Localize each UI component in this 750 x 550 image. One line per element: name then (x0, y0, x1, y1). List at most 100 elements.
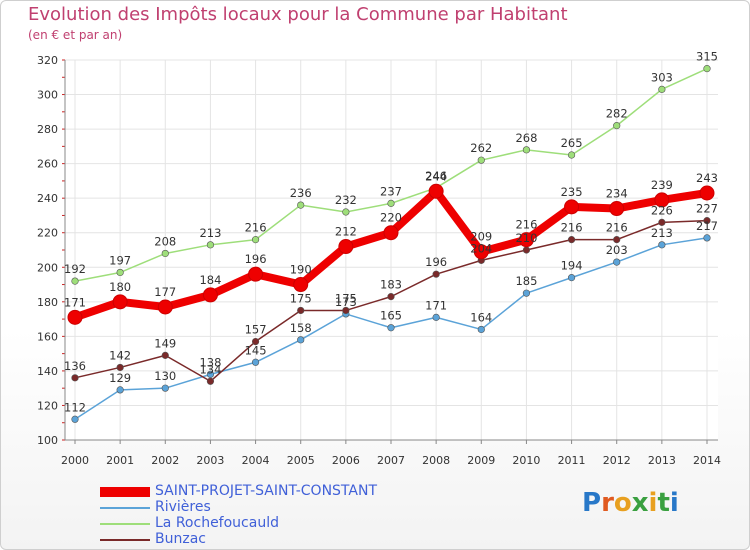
data-point-bunzac (522, 246, 531, 254)
data-label: 209 (470, 230, 492, 244)
axes (62, 59, 718, 444)
data-label: 164 (470, 310, 492, 324)
y-tick-label: 140 (37, 365, 58, 378)
data-point-la-rochefoucauld (116, 268, 124, 277)
legend-swatch (100, 539, 150, 541)
data-point-saint-projet-saint-constant (293, 277, 309, 293)
x-tick-label: 2004 (242, 454, 270, 467)
data-point-la-rochefoucauld (251, 236, 260, 244)
data-label: 246 (425, 169, 447, 183)
data-point-rivieres (477, 325, 485, 334)
data-labels: 192 197 208 213 216 236 232 237 246 262 268 265 282 3… (64, 50, 718, 415)
x-tick-label: 2013 (648, 454, 676, 467)
data-point-la-rochefoucauld (567, 151, 576, 159)
data-label: 129 (109, 371, 131, 385)
data-label: 216 (561, 221, 583, 235)
data-label: 216 (606, 221, 628, 235)
y-tick-label: 120 (37, 399, 58, 412)
data-label: 216 (245, 221, 267, 235)
grid (65, 59, 718, 441)
data-point-saint-projet-saint-constant (654, 192, 670, 208)
data-point-rivieres (71, 415, 79, 423)
data-label: 268 (515, 131, 537, 145)
data-point-bunzac (297, 306, 305, 315)
data-point-bunzac (387, 293, 395, 301)
data-point-saint-projet-saint-constant (428, 183, 444, 199)
data-label: 184 (199, 273, 221, 287)
data-point-la-rochefoucauld (71, 277, 79, 285)
data-label: 217 (696, 219, 718, 233)
legend-label: La Rochefoucauld (155, 515, 279, 531)
data-label: 243 (696, 171, 718, 185)
y-tick-label: 100 (37, 434, 58, 447)
data-point-saint-projet-saint-constant (338, 239, 354, 255)
x-tick-label: 2000 (61, 454, 89, 467)
chart-subtitle: (en € et par an) (28, 28, 123, 42)
data-label: 204 (470, 241, 492, 255)
data-point-rivieres (522, 289, 531, 297)
data-label: 282 (606, 107, 628, 121)
data-label: 171 (425, 298, 447, 312)
logo-letter: t (657, 488, 670, 518)
data-label: 183 (380, 278, 402, 292)
data-label: 142 (109, 348, 131, 362)
data-label: 237 (380, 184, 402, 198)
data-point-bunzac (613, 236, 621, 244)
data-point-rivieres (251, 358, 260, 366)
data-label: 138 (199, 355, 221, 369)
data-point-la-rochefoucauld (342, 208, 350, 216)
x-tick-label: 2001 (106, 454, 134, 467)
data-label: 171 (64, 295, 86, 309)
data-label: 265 (561, 136, 583, 150)
data-point-la-rochefoucauld (387, 199, 395, 207)
x-tick-label: 2009 (467, 454, 495, 467)
data-label: 203 (606, 243, 628, 257)
data-point-saint-projet-saint-constant (157, 299, 173, 315)
data-point-la-rochefoucauld (161, 249, 169, 258)
data-point-saint-projet-saint-constant (67, 309, 83, 325)
data-label: 213 (651, 226, 673, 240)
data-label: 234 (606, 187, 628, 201)
logo-letter: r (601, 488, 614, 518)
logo-letter: x (631, 488, 649, 518)
data-label: 175 (335, 291, 357, 305)
data-point-bunzac (161, 351, 169, 359)
data-point-bunzac (71, 374, 79, 382)
data-label: 213 (199, 226, 221, 240)
data-point-bunzac (567, 236, 576, 244)
x-tick-label: 2006 (332, 454, 360, 467)
data-label: 197 (109, 253, 131, 267)
data-label: 236 (290, 186, 312, 200)
logo-letter: P (582, 488, 602, 518)
data-point-bunzac (251, 337, 260, 346)
data-label: 235 (561, 185, 583, 199)
data-point-saint-projet-saint-constant (248, 266, 264, 282)
data-label: 157 (245, 323, 267, 337)
x-tick-label: 2005 (287, 454, 315, 467)
data-label: 134 (199, 362, 221, 376)
y-tick-label: 320 (37, 54, 58, 67)
data-point-saint-projet-saint-constant (112, 294, 128, 310)
data-label: 315 (696, 50, 718, 64)
data-point-saint-projet-saint-constant (699, 185, 715, 201)
proxiti-logo[interactable]: Proxiti (582, 488, 679, 518)
data-point-la-rochefoucauld (613, 122, 621, 130)
data-label: 210 (515, 231, 537, 245)
data-label: 196 (425, 255, 447, 269)
data-point-la-rochefoucauld (703, 65, 711, 73)
data-label: 227 (696, 202, 718, 216)
data-point-saint-projet-saint-constant (473, 244, 489, 260)
x-tick-label: 2003 (196, 454, 224, 467)
data-point-la-rochefoucauld (522, 146, 531, 154)
data-point-rivieres (567, 274, 576, 282)
data-label: 194 (561, 259, 583, 273)
data-point-bunzac (342, 306, 350, 315)
y-tick-label: 300 (37, 89, 58, 102)
data-label: 244 (425, 169, 447, 183)
data-label: 165 (380, 309, 402, 323)
data-point-rivieres (297, 336, 305, 344)
data-point-rivieres (658, 241, 666, 249)
chart-title: Evolution des Impôts locaux pour la Comm… (28, 4, 568, 25)
data-point-rivieres (703, 234, 711, 242)
